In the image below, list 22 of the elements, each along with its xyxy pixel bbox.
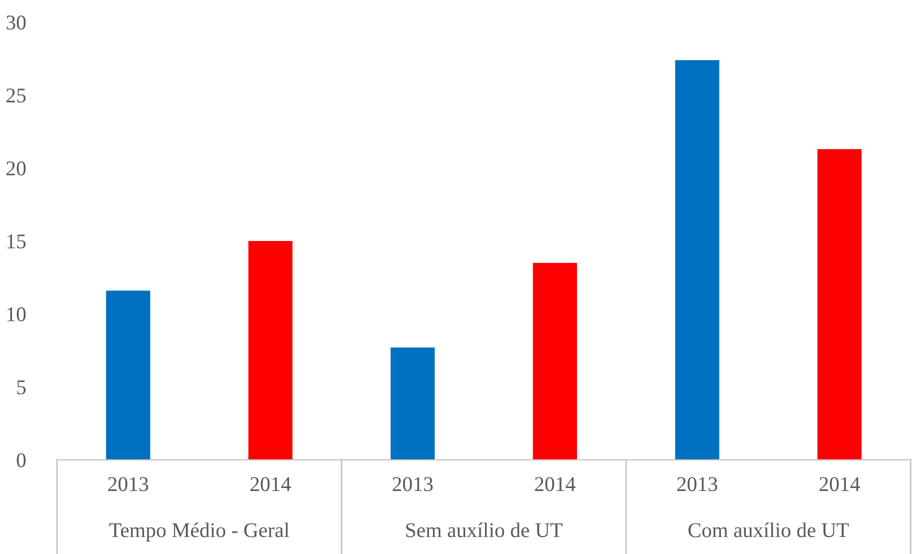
x-tick-label: 2013: [677, 477, 718, 492]
y-tick-label: 20: [6, 161, 26, 176]
x-tick-label: 2014: [250, 477, 291, 492]
text: Tempo Médio - Geral: [109, 522, 290, 542]
y-tick-label: 25: [6, 88, 26, 103]
bar: [106, 290, 150, 460]
text: Com auxílio de UT: [688, 522, 849, 538]
y-tick-label: 10: [7, 307, 26, 322]
bar: [390, 347, 435, 460]
y-tick-label: 5: [17, 380, 26, 394]
bar: [675, 60, 720, 460]
x-tick-label: 2014: [535, 477, 576, 492]
bar: [248, 240, 292, 460]
bar: [532, 262, 578, 460]
x-tick-label: 2013: [392, 477, 433, 492]
y-tick-label: 30: [6, 16, 26, 30]
text: Sem auxílio de UT: [406, 522, 562, 538]
y-tick-label: 15: [7, 234, 26, 248]
bar: [817, 149, 862, 460]
x-tick-label: 2014: [820, 477, 860, 492]
x-tick-label: 2013: [108, 477, 148, 492]
y-tick-label: 0: [16, 453, 26, 468]
